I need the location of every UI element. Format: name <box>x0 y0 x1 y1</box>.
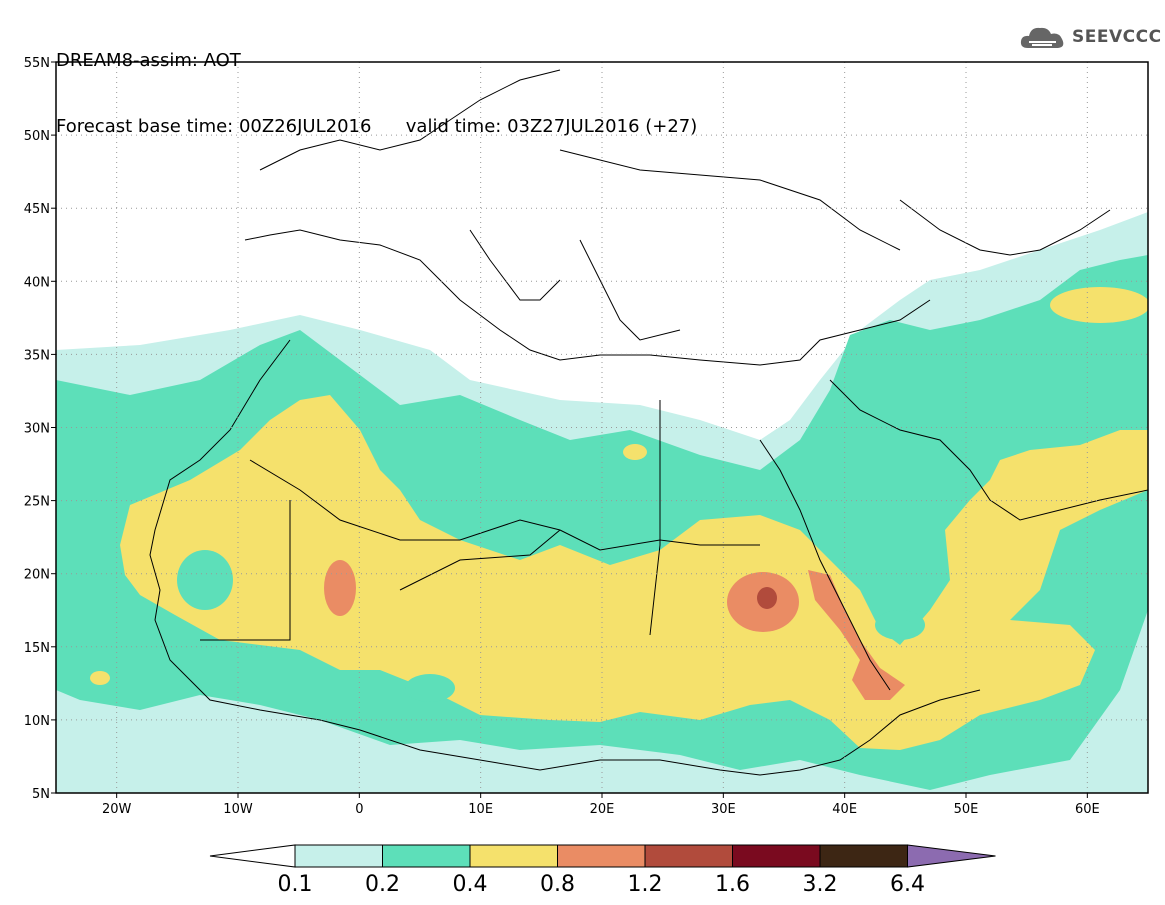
lon-label: 30E <box>711 802 736 817</box>
map-header: DREAM8-assim: AOT Forecast base time: 00… <box>56 6 697 160</box>
aot-patch <box>90 671 110 685</box>
cloud-logo-icon <box>1020 27 1064 48</box>
colorbar-level-label: 0.1 <box>278 872 313 897</box>
lon-label: 10W <box>223 802 253 817</box>
product-title: DREAM8-assim: AOT <box>56 50 241 71</box>
aot-contour-0-8 <box>808 570 905 700</box>
lon-label: 60E <box>1075 802 1100 817</box>
aot-patch <box>623 444 647 460</box>
aot-patch <box>405 674 455 702</box>
logo-text: SEEVCCC <box>1072 27 1162 47</box>
lat-label: 35N <box>24 348 50 363</box>
aot-contour-1-2 <box>757 587 777 609</box>
lat-label: 20N <box>24 568 50 583</box>
colorbar-swatch <box>469 844 558 868</box>
lat-label: 5N <box>32 787 50 802</box>
lat-labels: 55N 50N 45N 40N 35N 30N 25N 20N 15N 10N 5N <box>24 56 56 802</box>
colorbar-swatch <box>294 844 383 868</box>
coastlines <box>149 69 1148 776</box>
colorbar-swatch <box>644 844 733 868</box>
colorbar-level-label: 0.4 <box>453 872 488 897</box>
seevccc-logo: SEEVCCC <box>1018 22 1162 52</box>
lon-label: 50E <box>954 802 979 817</box>
lon-labels: 20W 10W 0 10E 20E 30E 40E 50E 60E <box>102 793 1100 817</box>
lat-label: 55N <box>24 56 50 71</box>
grid-lines <box>56 62 1148 793</box>
colorbar-level-label: 0.2 <box>365 872 400 897</box>
lon-label: 10E <box>468 802 493 817</box>
lat-label: 15N <box>24 641 50 656</box>
lon-label: 20E <box>590 802 615 817</box>
aot-patch <box>177 550 233 610</box>
aot-patch <box>875 610 925 640</box>
colorbar-under-arrow <box>209 844 296 868</box>
colorbar-level-label: 0.8 <box>540 872 575 897</box>
time-line: Forecast base time: 00Z26JUL2016 valid t… <box>56 116 697 138</box>
lat-label: 45N <box>24 202 50 217</box>
colorbar-swatch <box>732 844 821 868</box>
colorbar-swatch <box>382 844 471 868</box>
colorbar-level-label: 1.2 <box>628 872 663 897</box>
lat-label: 50N <box>24 129 50 144</box>
lat-label: 25N <box>24 495 50 510</box>
colorbar-over-arrow <box>907 844 996 868</box>
lon-label: 20W <box>102 802 132 817</box>
colorbar-swatch <box>819 844 908 868</box>
valid-time: valid time: 03Z27JUL2016 (+27) <box>405 116 698 137</box>
base-time: Forecast base time: 00Z26JUL2016 <box>56 116 372 137</box>
colorbar-level-label: 6.4 <box>890 872 925 897</box>
aot-patch <box>1050 287 1148 323</box>
lon-label: 0 <box>355 802 363 817</box>
colorbar-swatch <box>557 844 646 868</box>
colorbar-level-label: 1.6 <box>715 872 750 897</box>
aot-contour-0-4 <box>120 395 1148 750</box>
lon-label: 40E <box>832 802 857 817</box>
colorbar-level-label: 3.2 <box>803 872 838 897</box>
lat-label: 40N <box>24 275 50 290</box>
lat-label: 30N <box>24 422 50 437</box>
lat-label: 10N <box>24 714 50 729</box>
